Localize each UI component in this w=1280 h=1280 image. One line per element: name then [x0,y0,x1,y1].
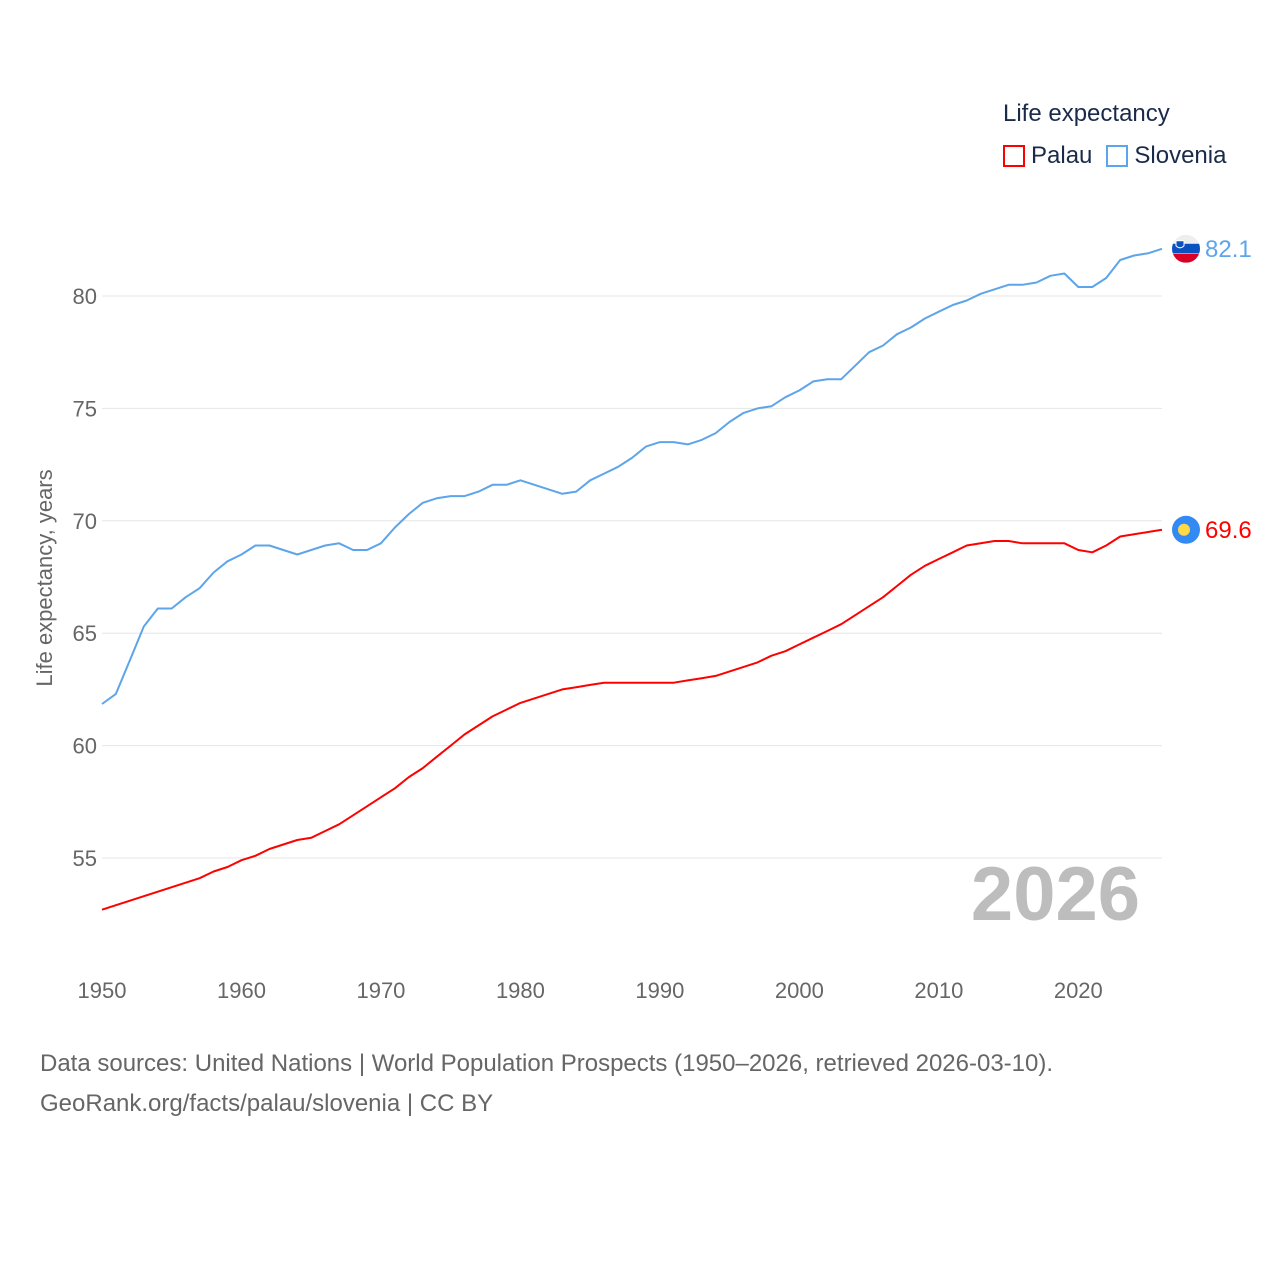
data-source: Data sources: United Nations | World Pop… [40,1050,1054,1077]
y-tick-label: 60 [73,734,97,759]
legend-item-palau[interactable]: Palau [1003,142,1092,170]
x-tick-label: 1950 [78,978,127,1003]
year-label: 2026 [971,852,1140,937]
y-axis-label: Life expectancy, years [32,469,57,686]
y-tick-label: 55 [73,846,97,871]
x-tick-label: 1960 [217,978,266,1003]
palau-flag-moon [1178,523,1190,536]
legend: Palau Slovenia [1003,142,1226,170]
attribution-link[interactable]: GeoRank.org/facts/palau/slovenia | CC BY [40,1090,494,1117]
y-tick-label: 70 [73,509,97,534]
series-line-slovenia [101,247,1163,705]
series-line-palau [101,528,1163,911]
end-value-label-slovenia: 82.1 [1205,236,1252,263]
x-tick-label: 2010 [914,978,963,1003]
x-tick-label: 2020 [1054,978,1103,1003]
y-tick-label: 75 [73,396,97,421]
x-tick-label: 1980 [496,978,545,1003]
legend-swatch-palau [1003,145,1025,167]
y-tick-label: 65 [73,621,97,646]
x-tick-label: 1970 [356,978,405,1003]
legend-swatch-slovenia [1106,145,1129,167]
footer: Data sources: United Nations | World Pop… [40,1044,1053,1124]
y-tick-label: 80 [73,284,97,309]
legend-item-slovenia[interactable]: Slovenia [1106,142,1226,170]
end-value-label-palau: 69.6 [1205,517,1252,544]
slovenia-flag-icon [1172,234,1200,263]
x-tick-label: 2000 [775,978,824,1003]
legend-label-slovenia: Slovenia [1134,142,1227,169]
x-tick-label: 1990 [635,978,684,1003]
legend-title: Life expectancy [1003,100,1170,127]
legend-label-palau: Palau [1031,142,1093,169]
